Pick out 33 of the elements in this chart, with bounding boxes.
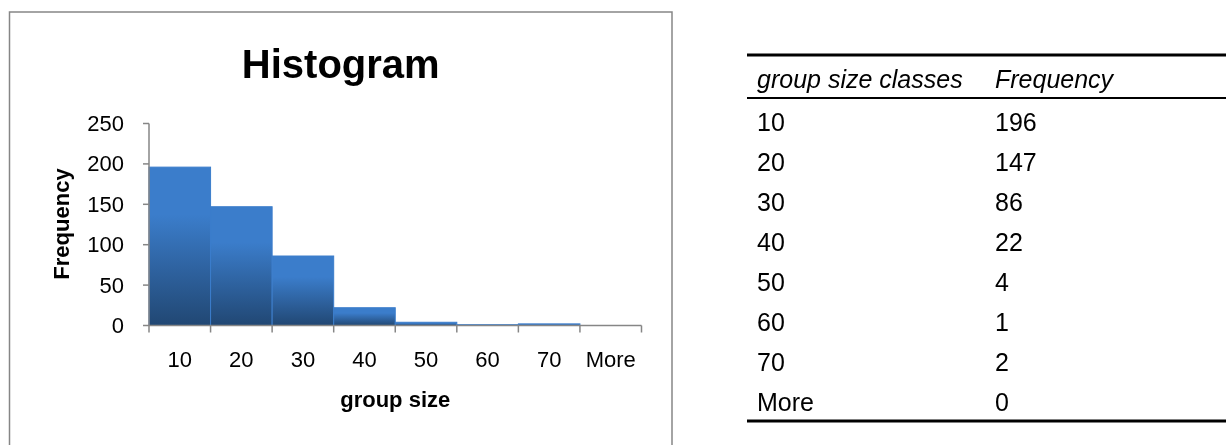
x-tick-label: 50 [413,346,439,372]
chart-title: Histogram [241,42,440,86]
y-tick-label: 150 [87,191,124,217]
y-axis-title: group size classes [757,65,963,93]
y-axis-title: Frequency [48,167,74,280]
x-tick-label: 30 [290,346,316,372]
data-label: 196 [995,108,1037,136]
x-tick-label: 10 [167,346,193,372]
y-tick-label: 10 [757,108,785,136]
y-tick-label: 100 [87,232,124,258]
y-tick-label: 250 [87,111,124,136]
y-tick-label: 40 [757,228,785,256]
data-label: 22 [995,228,1023,256]
data-label: 0 [995,388,1009,416]
x-tick-label: 70 [536,346,562,372]
x-tick-label: More [585,346,636,372]
y-tick-label: 20 [757,148,785,176]
y-tick-label: 200 [87,151,124,177]
x-tick-label: 60 [475,346,500,372]
y-tick-label: More [757,388,814,416]
data-label: 86 [995,188,1023,216]
data-label: 2 [995,348,1009,376]
data-label: 4 [995,268,1009,296]
x-tick-label: 40 [352,346,377,372]
y-tick-label: 60 [757,308,785,336]
data-label: 1 [995,308,1009,336]
x-axis-title: group size [340,386,451,412]
x-tick-label: 20 [229,346,254,372]
y-tick-label: 30 [757,188,785,216]
y-tick-label: 50 [757,268,785,296]
y-tick-label: 0 [111,313,124,338]
data-label: 147 [995,148,1037,176]
y-tick-label: 50 [99,272,124,298]
